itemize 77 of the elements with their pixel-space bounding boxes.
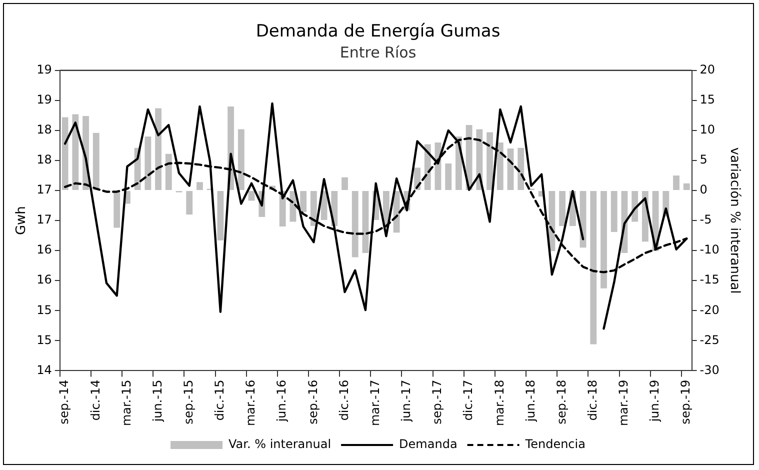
- y2-tick-label: -5: [700, 212, 712, 227]
- y2-tick-label: -10: [700, 242, 720, 257]
- bar: [300, 191, 307, 212]
- legend-label: Var. % interanual: [228, 437, 332, 452]
- x-tick-label: jun.-16: [274, 380, 289, 423]
- x-tick-label: jun.-19: [648, 380, 662, 423]
- y-tick-label: 16: [36, 242, 52, 257]
- x-tick-label: dic.-18: [586, 380, 600, 421]
- y2-tick-label: 10: [700, 122, 716, 137]
- bar: [196, 182, 203, 190]
- legend-label: Demanda: [399, 437, 458, 452]
- bar: [352, 191, 358, 258]
- y2-tick-label: -20: [700, 302, 720, 317]
- bar: [673, 176, 680, 190]
- bar: [248, 191, 255, 201]
- y-tick-label: 17: [36, 182, 52, 197]
- y2-tick-label: 0: [700, 182, 708, 197]
- x-tick-label: sep.-14: [57, 380, 72, 424]
- x-tick-label: jun.-17: [399, 380, 414, 423]
- bar: [683, 183, 690, 190]
- x-tick-label: mar.-16: [244, 380, 258, 426]
- x-tick-label: jun.-18: [523, 380, 538, 423]
- y2-tick-label: -15: [700, 272, 720, 287]
- bar: [342, 177, 348, 190]
- x-tick-label: mar.-17: [368, 380, 382, 426]
- y-tick-label: 19: [36, 62, 52, 77]
- x-tick-label: dic.-15: [212, 380, 227, 421]
- bar: [600, 191, 607, 288]
- y2-tick-label: 5: [700, 152, 708, 167]
- bar: [114, 191, 120, 228]
- y-tick-label: 19: [36, 92, 52, 107]
- bar: [186, 191, 193, 215]
- x-tick-label: sep.-16: [306, 380, 320, 424]
- y2-tick-label: -30: [700, 362, 720, 377]
- bar: [62, 117, 68, 190]
- x-tick-label: sep.-15: [181, 380, 196, 424]
- chart-subtitle: Entre Ríos: [340, 43, 416, 62]
- bar: [496, 142, 504, 190]
- x-tick-label: dic.-16: [336, 380, 351, 421]
- bar: [155, 108, 162, 190]
- y-tick-label: 18: [36, 152, 52, 167]
- x-tick-label: sep.-19: [678, 380, 693, 424]
- bar: [362, 191, 369, 253]
- y2-tick-label: 15: [700, 92, 716, 107]
- bar: [610, 191, 618, 232]
- x-tick-label: jun.-15: [150, 380, 164, 423]
- y2-axis-title: variación % interanual: [726, 147, 742, 294]
- bar: [518, 148, 524, 190]
- bar: [165, 154, 172, 190]
- bar: [238, 129, 244, 190]
- x-tick-label: dic.-17: [461, 380, 476, 421]
- bar: [72, 114, 79, 190]
- y-tick-label: 15: [36, 332, 52, 347]
- x-tick-label: mar.-19: [616, 380, 631, 426]
- y-axis-title: Gwh: [14, 206, 30, 236]
- x-tick-label: sep.-17: [430, 380, 444, 424]
- x-tick-label: dic.-14: [88, 380, 102, 421]
- x-tick-label: mar.-18: [492, 380, 506, 426]
- y2-tick-label: -25: [700, 332, 720, 347]
- x-tick-label: mar.-15: [119, 380, 134, 426]
- y2-tick-label: 20: [700, 62, 716, 77]
- chart-title: Demanda de Energía Gumas: [256, 22, 500, 42]
- y-tick-label: 16: [36, 272, 52, 287]
- y-tick-label: 14: [36, 362, 52, 377]
- bar: [590, 191, 597, 344]
- y-tick-label: 18: [36, 122, 52, 137]
- bar: [445, 163, 452, 190]
- bar: [144, 136, 152, 190]
- bar: [559, 191, 566, 226]
- x-tick-label: sep.-18: [554, 380, 568, 424]
- y-tick-label: 17: [36, 212, 52, 227]
- y-tick-label: 15: [36, 302, 52, 317]
- legend-label: Tendencia: [524, 437, 586, 452]
- bar: [486, 132, 493, 190]
- bar: [217, 191, 224, 240]
- bar: [393, 191, 400, 233]
- bar: [92, 132, 100, 190]
